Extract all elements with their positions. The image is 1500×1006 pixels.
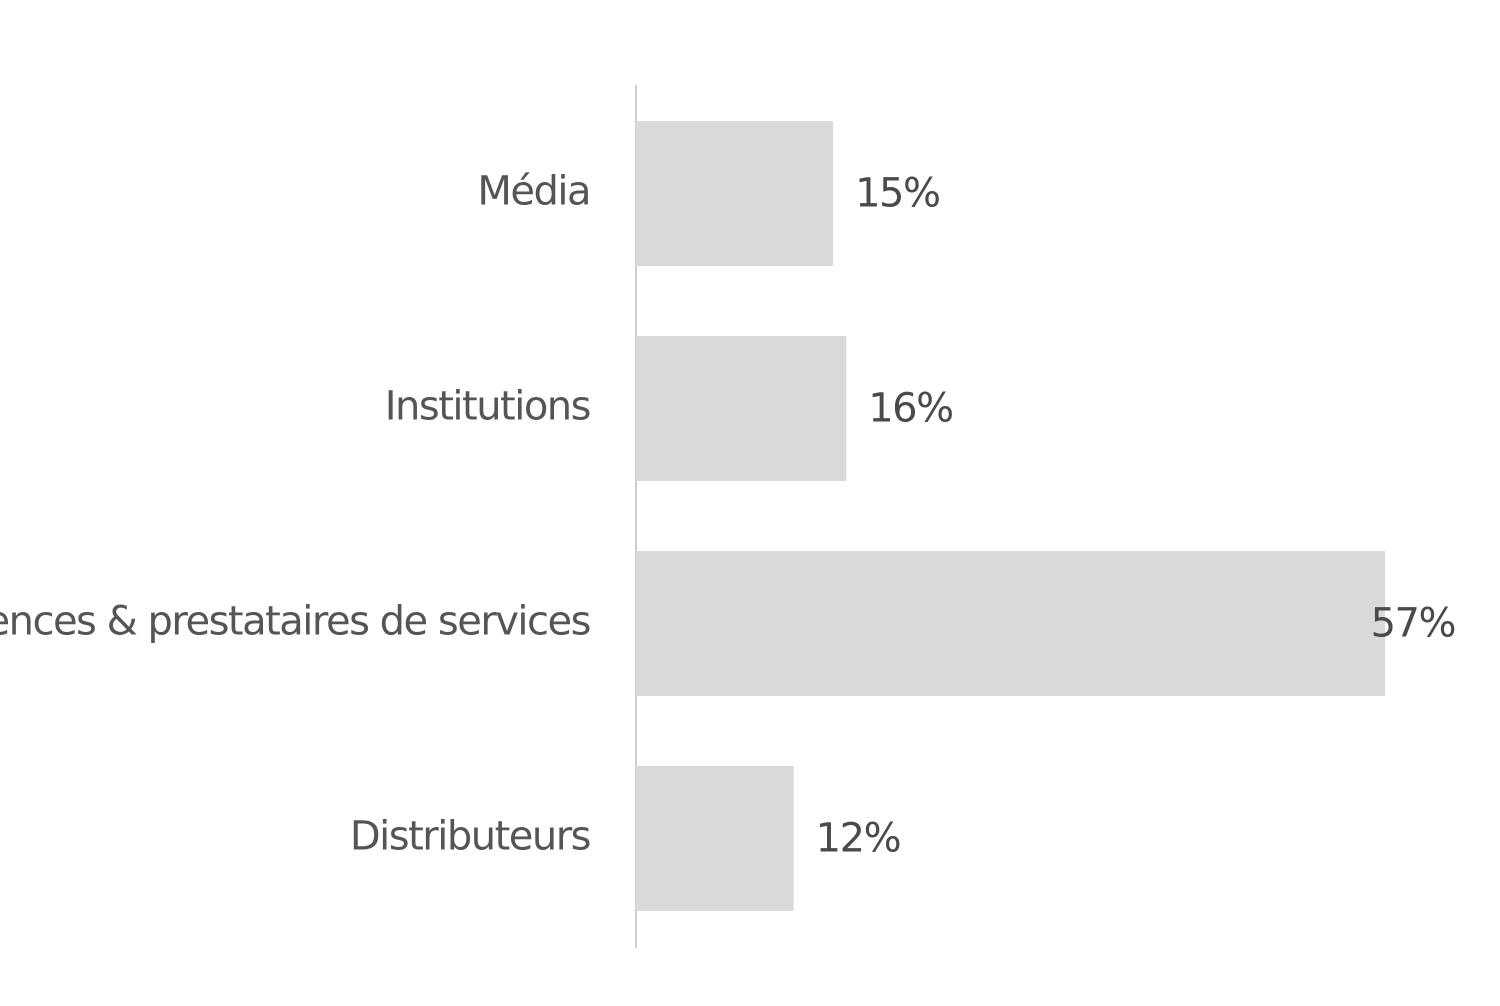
bar-0 — [636, 121, 834, 266]
bar-3 — [636, 766, 794, 911]
value-labels-group: 15% 16% 57% 12% — [816, 171, 1457, 862]
category-label-3: Distributeurs — [350, 814, 590, 860]
value-label-0: 15% — [855, 171, 939, 217]
category-label-2: Agences & prestataires de services — [0, 599, 590, 645]
bar-1 — [636, 336, 847, 481]
category-label-0: Média — [477, 169, 590, 215]
value-label-2: 57% — [1371, 601, 1455, 647]
bar-2 — [636, 551, 1385, 696]
value-label-3: 12% — [816, 816, 900, 862]
value-label-1: 16% — [868, 386, 952, 432]
bars-group — [636, 121, 1385, 911]
category-label-1: Institutions — [385, 384, 590, 430]
category-labels-group: Média Institutions Agences & prestataires … — [0, 169, 592, 860]
